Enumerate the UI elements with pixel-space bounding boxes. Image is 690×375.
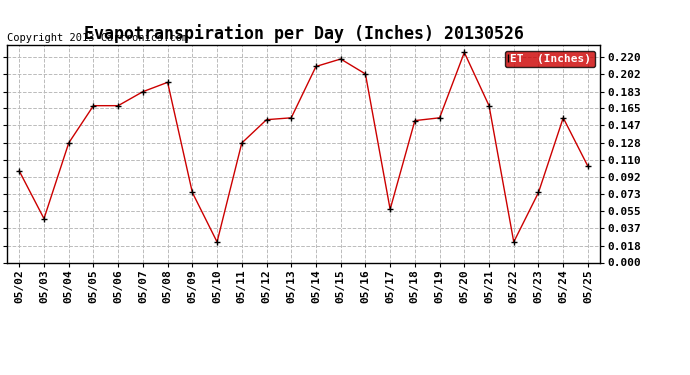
Text: Copyright 2013 Cartronics.com: Copyright 2013 Cartronics.com: [7, 33, 188, 43]
Title: Evapotranspiration per Day (Inches) 20130526: Evapotranspiration per Day (Inches) 2013…: [83, 24, 524, 44]
Legend: ET  (Inches): ET (Inches): [505, 51, 595, 67]
